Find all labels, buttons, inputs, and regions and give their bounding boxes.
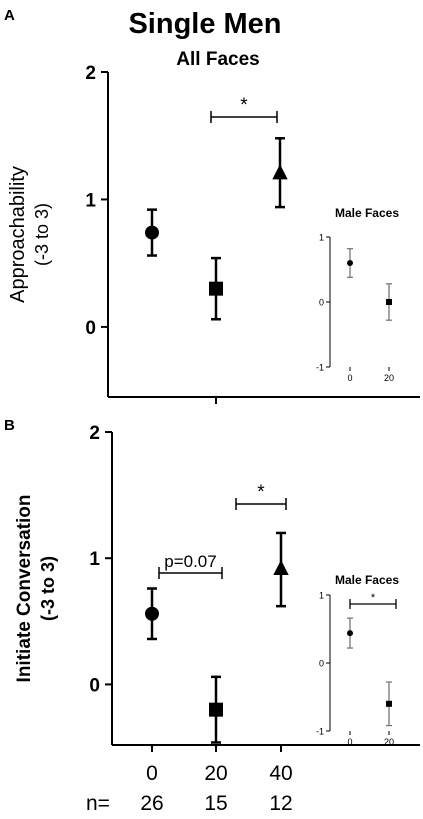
panel-b: 0 1 2 Initiate Conversation (-3 to 3) p=0.07 * bbox=[14, 423, 420, 752]
inset-y-tick-label: 0 bbox=[319, 298, 324, 308]
y-axis-label: (-3 to 3) bbox=[38, 556, 58, 621]
inset-x-tick-label: 0 bbox=[347, 373, 352, 383]
data-point-triangle bbox=[272, 164, 288, 180]
y-tick-label: 0 bbox=[89, 675, 100, 696]
panel-b-label: B bbox=[4, 417, 15, 434]
inset-x-tick-label: 0 bbox=[347, 737, 352, 747]
y-tick-label: 2 bbox=[85, 63, 96, 84]
y-axis-label: Approachability bbox=[7, 166, 29, 303]
y-tick-label: 1 bbox=[89, 549, 100, 570]
data-point-circle bbox=[145, 225, 159, 240]
y-tick-label: 1 bbox=[85, 190, 96, 211]
significance-label: * bbox=[257, 482, 265, 503]
inset-title: Male Faces bbox=[335, 573, 399, 587]
inset-data-point-square bbox=[386, 700, 392, 707]
n-value: 12 bbox=[269, 792, 292, 815]
inset-y-tick-label: -1 bbox=[316, 363, 324, 373]
y-tick-label: 0 bbox=[85, 318, 96, 339]
inset-significance-label: * bbox=[371, 592, 376, 604]
inset-data-point-square bbox=[386, 299, 392, 305]
inset-y-tick-label: 0 bbox=[319, 659, 324, 669]
inset-title: Male Faces bbox=[335, 206, 399, 220]
inset-y-tick-label: -1 bbox=[316, 727, 324, 737]
y-axis-label: Initiate Conversation bbox=[14, 495, 35, 683]
data-point-square bbox=[209, 702, 223, 717]
inset-data-point-circle bbox=[347, 630, 353, 637]
x-tick-label: 0 bbox=[146, 762, 158, 785]
n-value: 15 bbox=[204, 792, 227, 815]
n-label: n= bbox=[86, 792, 110, 815]
data-point-circle bbox=[145, 606, 159, 621]
x-tick-label: 20 bbox=[204, 762, 227, 785]
inset-a-male-faces: Male Faces 1 0 -1 0 20 bbox=[316, 206, 399, 383]
figure-title: Single Men bbox=[128, 8, 281, 40]
data-point-square bbox=[209, 281, 223, 296]
significance-label: p=0.07 bbox=[164, 552, 216, 571]
y-axis-label: (-3 to 3) bbox=[32, 203, 52, 266]
inset-x-tick-label: 20 bbox=[384, 737, 394, 747]
significance-label: * bbox=[240, 95, 248, 116]
figure-subtitle: All Faces bbox=[176, 49, 259, 70]
x-tick-label: 40 bbox=[269, 762, 292, 785]
inset-x-tick-label: 20 bbox=[384, 373, 394, 383]
n-row: 0 20 40 n= 26 15 12 bbox=[86, 762, 293, 815]
inset-y-tick-label: 1 bbox=[319, 591, 324, 601]
panel-a: 0 1 2 Approachability (-3 to 3) * bbox=[7, 63, 420, 404]
inset-data-point-circle bbox=[347, 260, 353, 266]
data-point-triangle bbox=[273, 559, 289, 576]
y-tick-label: 2 bbox=[89, 423, 100, 444]
inset-y-tick-label: 1 bbox=[319, 233, 324, 243]
panel-a-label: A bbox=[4, 7, 15, 24]
n-value: 26 bbox=[140, 792, 163, 815]
inset-b-male-faces: Male Faces 1 0 -1 0 20 * bbox=[316, 573, 399, 747]
